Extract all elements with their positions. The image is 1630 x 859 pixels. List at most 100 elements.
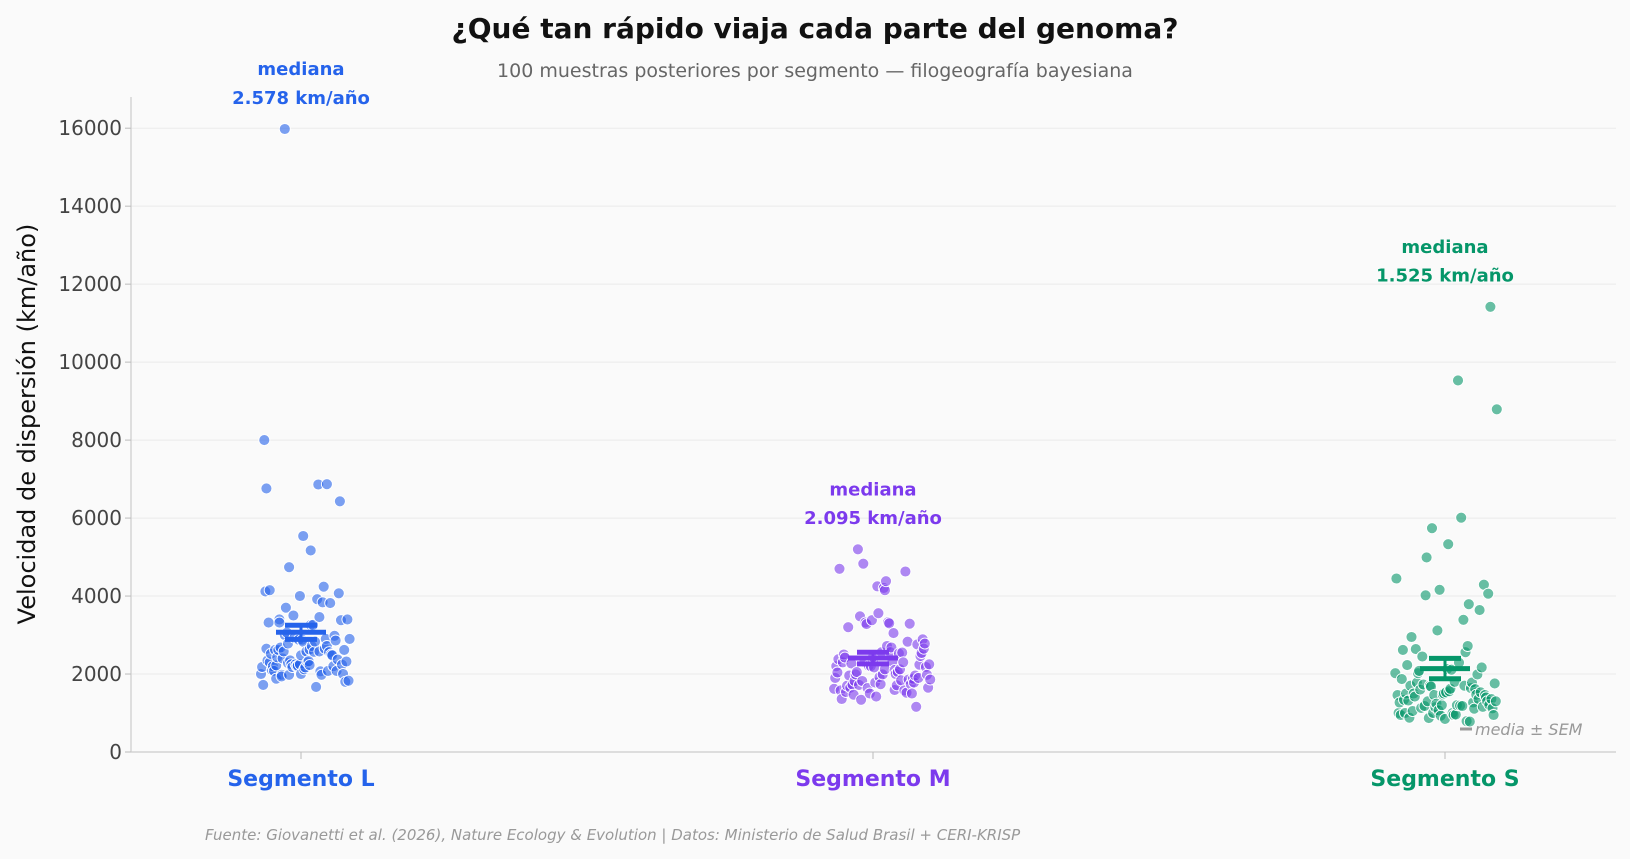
- data-point: [278, 123, 291, 135]
- data-point: [924, 673, 937, 686]
- data-point: [910, 700, 923, 713]
- data-point: [1401, 659, 1414, 672]
- data-point: [263, 584, 276, 597]
- data-point: [897, 656, 910, 669]
- chart-title: ¿Qué tan rápido viaja cada parte del gen…: [452, 12, 1179, 45]
- data-point: [287, 609, 300, 622]
- data-point: [842, 621, 855, 634]
- data-point: [297, 530, 310, 542]
- median-annotation: mediana 2.578 km/año: [232, 59, 370, 109]
- data-point: [1475, 661, 1488, 674]
- data-point: [831, 666, 844, 679]
- data-point: [1395, 673, 1408, 686]
- data-point: [874, 678, 887, 691]
- data-point: [872, 607, 885, 620]
- data-point: [887, 627, 900, 640]
- source-note: Fuente: Giovanetti et al. (2026), Nature…: [205, 826, 1021, 844]
- data-point: [340, 655, 353, 668]
- data-point: [833, 562, 846, 575]
- data-point: [1462, 598, 1475, 611]
- data-point: [923, 658, 936, 671]
- data-point: [1487, 709, 1500, 721]
- data-point: [317, 580, 330, 593]
- y-axis-label: Velocidad de dispersión (km/año): [13, 224, 41, 625]
- data-point: [320, 478, 333, 491]
- x-category-label: Segmento M: [795, 767, 950, 792]
- data-point: [903, 617, 916, 630]
- median-annotation-line: mediana: [829, 479, 916, 500]
- data-point: [1420, 551, 1433, 564]
- data-point: [855, 693, 868, 706]
- data-point: [1433, 583, 1446, 596]
- legend-label: media ± SEM: [1475, 720, 1583, 739]
- data-point: [851, 543, 864, 556]
- data-point: [870, 690, 883, 703]
- data-point: [901, 635, 914, 648]
- median-annotation-line: 2.578 km/año: [232, 88, 370, 109]
- data-point: [338, 643, 351, 656]
- x-category-label: Segmento L: [227, 767, 374, 792]
- median-annotation: mediana 1.525 km/año: [1376, 237, 1514, 287]
- data-point: [262, 616, 275, 629]
- data-point: [329, 634, 342, 647]
- data-point: [1405, 631, 1418, 643]
- data-point: [324, 597, 337, 610]
- data-point: [304, 544, 317, 557]
- data-point: [258, 434, 271, 447]
- data-point: [341, 613, 354, 626]
- data-point: [1426, 522, 1438, 535]
- median-annotation-line: mediana: [1401, 237, 1488, 258]
- data-point: [905, 687, 918, 700]
- data-point: [880, 575, 892, 588]
- y-tick-label: 2000: [71, 662, 122, 686]
- median-annotation: mediana 2.095 km/año: [804, 479, 942, 529]
- data-point: [857, 557, 870, 570]
- x-category-label: Segmento S: [1370, 767, 1519, 792]
- data-point: [1419, 589, 1432, 602]
- data-point: [257, 678, 270, 691]
- data-point: [343, 632, 356, 645]
- data-point: [1452, 374, 1464, 387]
- y-tick-label: 12000: [58, 272, 122, 296]
- data-point: [303, 659, 316, 672]
- data-point: [1396, 643, 1409, 656]
- data-point: [279, 601, 292, 614]
- y-tick-label: 16000: [58, 116, 122, 140]
- median-annotation-line: 2.095 km/año: [804, 508, 942, 529]
- y-tick-label: 6000: [71, 506, 122, 530]
- data-point: [260, 482, 273, 495]
- data-point: [1484, 300, 1497, 313]
- data-point: [273, 616, 286, 629]
- data-point: [1442, 538, 1455, 551]
- data-point: [883, 617, 896, 630]
- data-point: [1431, 624, 1444, 637]
- data-point: [918, 637, 931, 650]
- y-tick-label: 10000: [58, 350, 122, 374]
- data-point: [1461, 640, 1474, 652]
- data-point: [1482, 587, 1495, 600]
- data-point: [1463, 715, 1476, 728]
- data-point: [332, 587, 345, 600]
- data-point: [1489, 695, 1502, 708]
- data-point: [310, 680, 323, 693]
- data-point: [1473, 604, 1486, 617]
- data-point: [342, 674, 355, 687]
- y-tick-label: 0: [109, 740, 122, 764]
- median-annotation-line: mediana: [257, 59, 344, 80]
- legend: media ± SEM: [1460, 720, 1583, 739]
- data-point: [1457, 613, 1470, 626]
- data-point: [1416, 650, 1429, 663]
- data-point: [1490, 403, 1503, 416]
- data-point: [850, 666, 863, 679]
- data-point: [1435, 699, 1448, 712]
- data-point: [1409, 643, 1422, 656]
- data-point: [1455, 511, 1468, 524]
- data-point: [1390, 572, 1403, 585]
- summary-layer: [276, 622, 1470, 682]
- data-point: [293, 590, 306, 602]
- y-tick-label: 4000: [71, 584, 122, 608]
- grid-layer: [131, 127, 1616, 675]
